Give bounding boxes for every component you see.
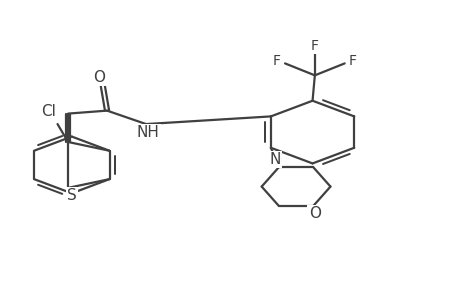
Text: Cl: Cl <box>41 104 56 119</box>
Text: N: N <box>269 152 280 167</box>
Text: O: O <box>93 70 105 85</box>
Text: F: F <box>348 54 356 68</box>
Text: S: S <box>67 188 77 203</box>
Text: F: F <box>310 39 318 53</box>
Text: O: O <box>308 206 320 221</box>
Text: F: F <box>272 54 280 68</box>
Text: NH: NH <box>137 125 159 140</box>
